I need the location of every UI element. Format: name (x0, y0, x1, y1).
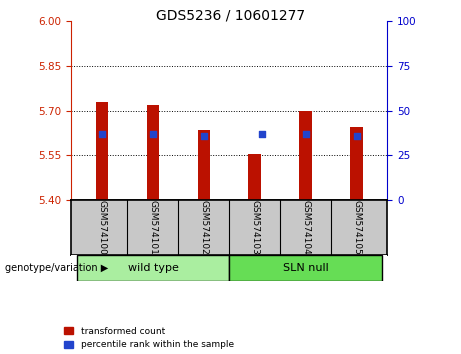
Legend: transformed count, percentile rank within the sample: transformed count, percentile rank withi… (65, 327, 234, 349)
Bar (299, 110, 312, 200)
Bar (230, 255, 382, 281)
Point (149, 132, 157, 137)
Text: SLN null: SLN null (283, 263, 329, 273)
Bar (77, 255, 230, 281)
Text: GSM574104: GSM574104 (301, 200, 310, 255)
Text: genotype/variation ▶: genotype/variation ▶ (5, 263, 108, 273)
Point (353, 133, 361, 139)
Point (200, 133, 207, 139)
Text: wild type: wild type (128, 263, 178, 273)
Text: GSM574100: GSM574100 (98, 200, 106, 255)
Text: GDS5236 / 10601277: GDS5236 / 10601277 (156, 9, 305, 23)
Point (98, 131, 106, 137)
Bar (350, 127, 363, 200)
Bar (197, 130, 210, 200)
Text: GSM574102: GSM574102 (199, 200, 208, 255)
Text: GSM574101: GSM574101 (148, 200, 158, 255)
Text: GSM574105: GSM574105 (352, 200, 361, 255)
Bar (248, 154, 261, 200)
Bar (147, 105, 160, 200)
Text: GSM574103: GSM574103 (250, 200, 260, 255)
Bar (95, 102, 108, 200)
Point (302, 131, 309, 137)
Point (259, 132, 266, 137)
